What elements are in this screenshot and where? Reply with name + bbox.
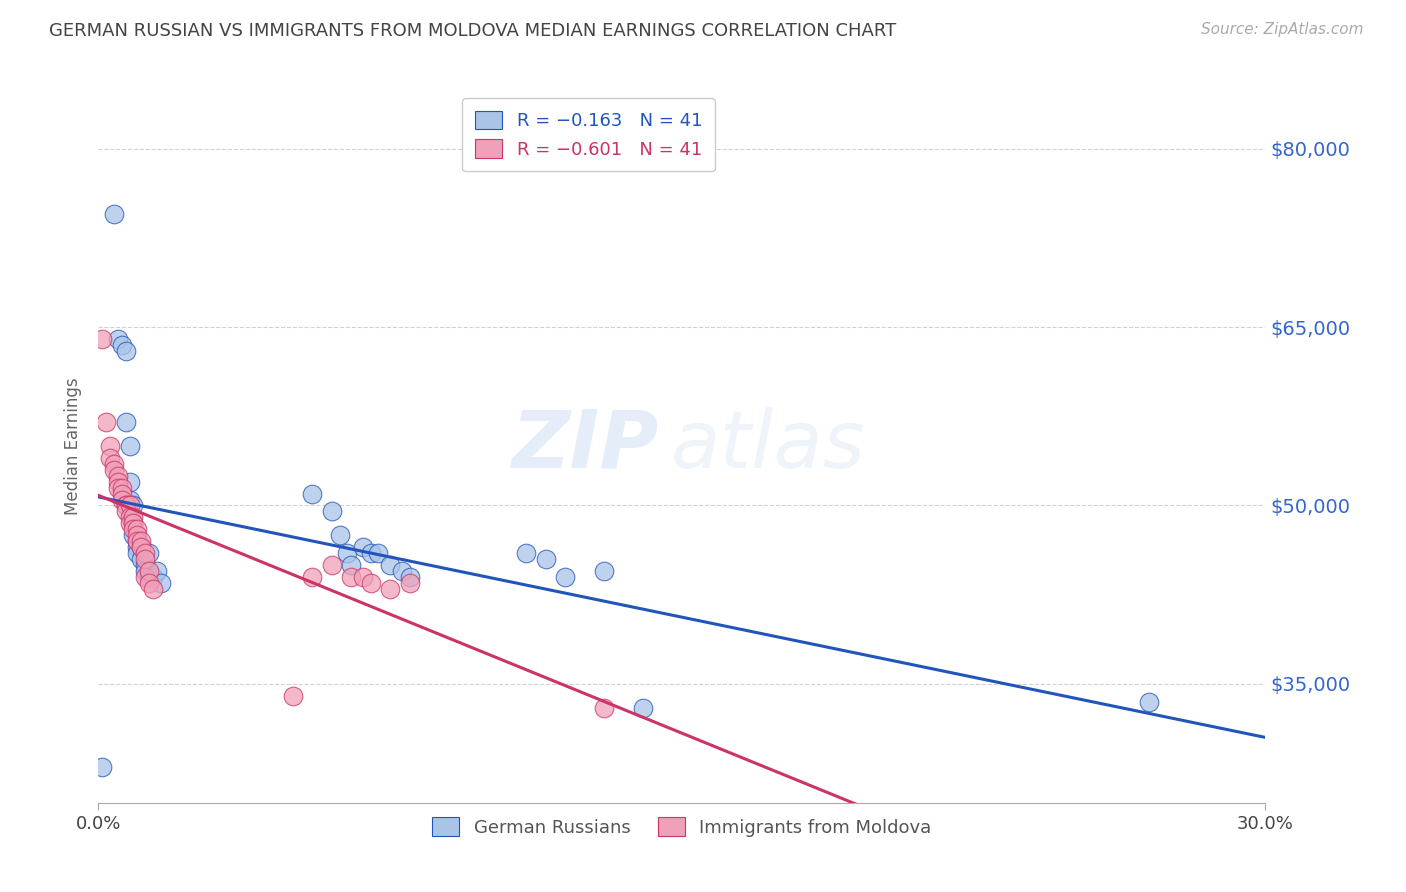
Point [122, 516, 145, 531]
Point [301, 486, 323, 500]
Point [367, 546, 389, 560]
Point [631, 700, 654, 714]
Point [107, 475, 129, 489]
Point [107, 481, 129, 495]
Point [107, 332, 129, 346]
Point [129, 534, 152, 549]
Point [352, 570, 374, 584]
Point [103, 207, 125, 221]
Point [111, 486, 134, 500]
Point [118, 475, 141, 489]
Point [107, 468, 129, 483]
Point [114, 415, 136, 429]
Point [114, 504, 136, 518]
Point [515, 546, 537, 560]
Point [96, 415, 118, 429]
Point [98, 450, 121, 465]
Point [360, 575, 382, 590]
Point [129, 540, 152, 554]
Point [134, 564, 156, 578]
Point [103, 457, 125, 471]
Point [127, 522, 149, 536]
Point [118, 492, 141, 507]
Point [301, 570, 323, 584]
Point [122, 516, 145, 531]
Point [122, 510, 145, 524]
Point [118, 499, 141, 513]
Point [122, 528, 145, 542]
Text: GERMAN RUSSIAN VS IMMIGRANTS FROM MOLDOVA MEDIAN EARNINGS CORRELATION CHART: GERMAN RUSSIAN VS IMMIGRANTS FROM MOLDOV… [49, 22, 897, 40]
Text: Source: ZipAtlas.com: Source: ZipAtlas.com [1201, 22, 1364, 37]
Point [118, 510, 141, 524]
Point [593, 700, 616, 714]
Point [134, 570, 156, 584]
Point [127, 534, 149, 549]
Point [111, 492, 134, 507]
Text: atlas: atlas [671, 407, 865, 485]
Point [1137, 695, 1160, 709]
Point [321, 558, 343, 572]
Point [134, 558, 156, 572]
Point [340, 570, 363, 584]
Point [91, 760, 114, 774]
Point [336, 546, 359, 560]
Point [352, 540, 374, 554]
Point [534, 552, 557, 566]
Point [391, 564, 413, 578]
Point [114, 343, 136, 358]
Point [111, 481, 134, 495]
Point [138, 564, 160, 578]
Point [398, 570, 420, 584]
Point [114, 499, 136, 513]
Point [360, 546, 382, 560]
Point [118, 439, 141, 453]
Point [149, 575, 172, 590]
Point [91, 332, 114, 346]
Point [554, 570, 576, 584]
Point [138, 570, 160, 584]
Point [127, 534, 149, 549]
Point [138, 575, 160, 590]
Point [134, 546, 156, 560]
Point [122, 522, 145, 536]
Point [122, 499, 145, 513]
Point [103, 463, 125, 477]
Point [138, 546, 160, 560]
Point [127, 546, 149, 560]
Legend: German Russians, Immigrants from Moldova: German Russians, Immigrants from Moldova [425, 810, 939, 844]
Point [129, 540, 152, 554]
Point [129, 552, 152, 566]
Point [142, 570, 165, 584]
Point [380, 582, 402, 596]
Point [111, 338, 134, 352]
Point [146, 564, 169, 578]
Y-axis label: Median Earnings: Median Earnings [65, 377, 83, 515]
Point [593, 564, 616, 578]
Point [142, 582, 165, 596]
Point [340, 558, 363, 572]
Point [134, 552, 156, 566]
Point [118, 516, 141, 531]
Point [114, 499, 136, 513]
Point [127, 540, 149, 554]
Point [98, 439, 121, 453]
Point [398, 575, 420, 590]
Text: ZIP: ZIP [512, 407, 658, 485]
Point [127, 528, 149, 542]
Point [329, 528, 352, 542]
Point [281, 689, 304, 703]
Point [321, 504, 343, 518]
Point [380, 558, 402, 572]
